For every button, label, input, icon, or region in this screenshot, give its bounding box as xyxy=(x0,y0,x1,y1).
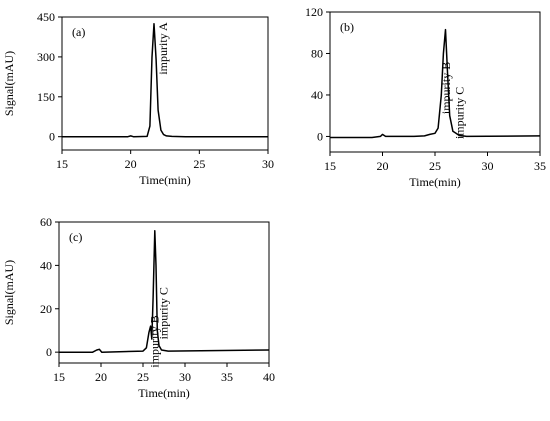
x-tick-label: 15 xyxy=(53,370,65,384)
y-axis-label: Signal(mAU) xyxy=(2,51,16,116)
chart-panel-c: 15 20 25 30 35 40 0 20 40 60 Time(min) Signal(mAU) (… xyxy=(2,215,275,400)
chromatogram-trace xyxy=(59,229,270,353)
x-axis-label: Time(min) xyxy=(138,386,190,400)
x-axis-label: Time(min) xyxy=(409,175,461,189)
chart-panel-a: 15 20 25 300150300450Time(min)Signal(mAU)(a… xyxy=(2,10,274,187)
chromatogram-trace xyxy=(62,22,268,138)
peak-annotation: impurity A xyxy=(156,22,170,75)
x-tick-label: 25 xyxy=(137,370,149,384)
peak-annotation: impurity B xyxy=(148,315,162,367)
peak-annotation: impurity C xyxy=(157,287,171,339)
y-tick-label: 150 xyxy=(37,90,55,104)
x-tick-label: 15 xyxy=(324,159,336,173)
x-tick-label: 25 xyxy=(429,159,441,173)
y-tick-label: 60 xyxy=(40,215,52,229)
y-tick-label: 40 xyxy=(311,88,323,102)
y-tick-label: 0 xyxy=(49,130,55,144)
panel-label: (a) xyxy=(72,25,85,39)
plot-frame xyxy=(61,16,269,151)
y-tick-label: 120 xyxy=(305,5,323,19)
y-tick-label: 0 xyxy=(46,345,52,359)
x-tick-label: 20 xyxy=(95,370,107,384)
chromatogram-trace xyxy=(330,28,541,139)
y-tick-label: 40 xyxy=(40,258,52,272)
plot-frame xyxy=(329,11,541,153)
panel-label: (c) xyxy=(69,230,82,244)
x-tick-label: 30 xyxy=(482,159,494,173)
y-tick-label: 450 xyxy=(37,10,55,24)
y-tick-label: 300 xyxy=(37,50,55,64)
panel-label: (b) xyxy=(340,20,354,34)
x-tick-label: 35 xyxy=(534,159,546,173)
x-tick-label: 25 xyxy=(193,157,205,171)
x-axis-label: Time(min) xyxy=(139,173,191,187)
x-tick-label: 40 xyxy=(263,370,275,384)
chart-panel-b: 15 20 25 30 35 0 40 80 120 Time(min) (b) impurity B… xyxy=(305,5,546,189)
plot-frame xyxy=(58,221,270,364)
x-tick-label: 30 xyxy=(262,157,274,171)
y-tick-label: 80 xyxy=(311,46,323,60)
x-tick-label: 20 xyxy=(377,159,389,173)
y-tick-label: 20 xyxy=(40,302,52,316)
x-tick-label: 35 xyxy=(221,370,233,384)
x-tick-label: 20 xyxy=(125,157,137,171)
y-tick-label: 0 xyxy=(317,129,323,143)
peak-annotation: impurity C xyxy=(453,87,467,139)
x-tick-label: 15 xyxy=(56,157,68,171)
peak-annotation: impurity B xyxy=(439,62,453,114)
y-axis-label: Signal(mAU) xyxy=(2,260,16,325)
x-tick-label: 30 xyxy=(179,370,191,384)
